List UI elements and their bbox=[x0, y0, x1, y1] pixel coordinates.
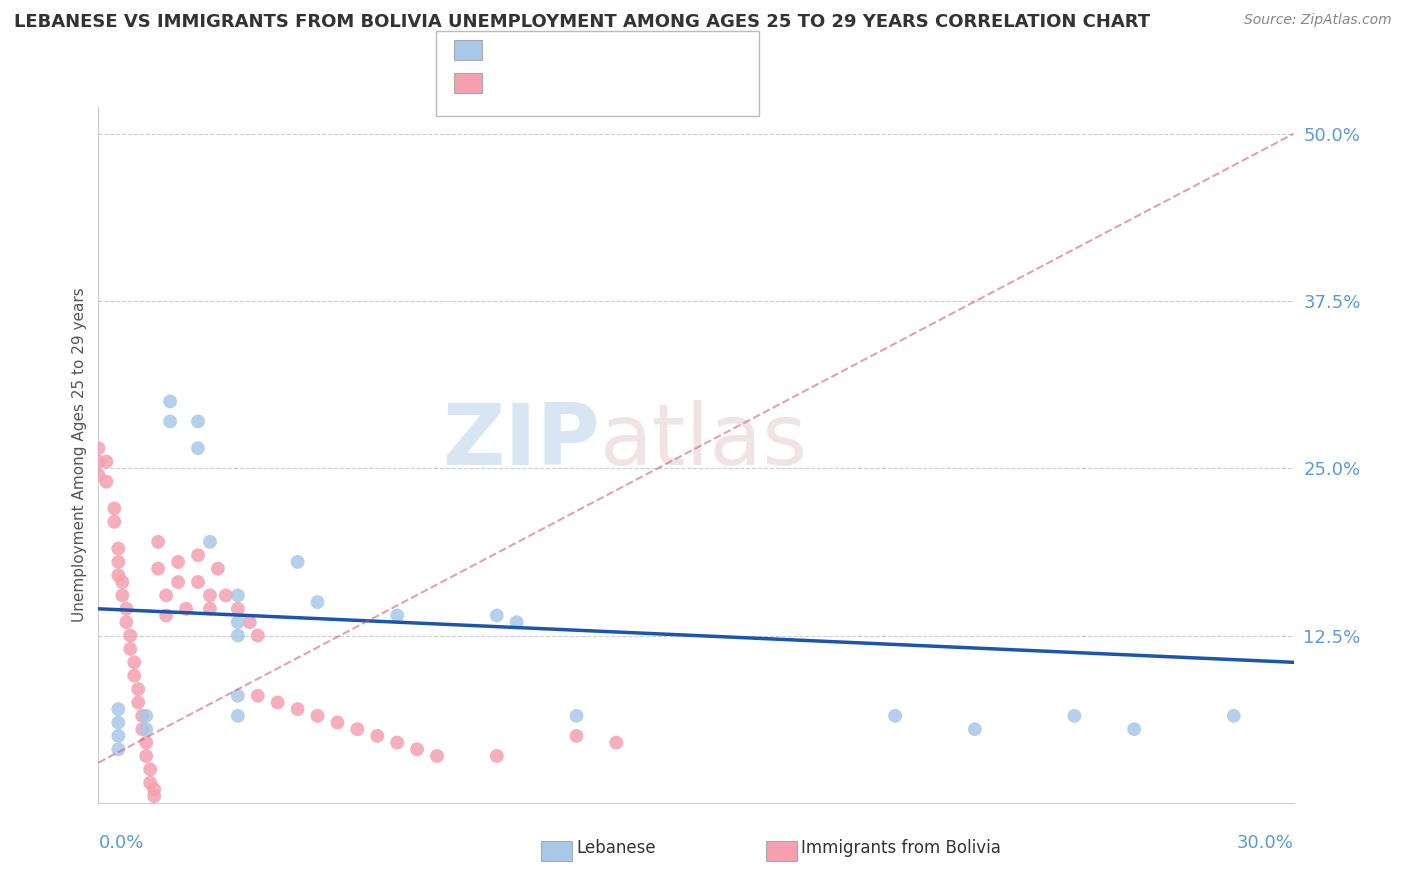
Point bbox=[346, 723, 368, 737]
Point bbox=[307, 708, 329, 723]
Point bbox=[215, 589, 238, 603]
Point bbox=[326, 715, 349, 730]
Point bbox=[226, 589, 249, 603]
Text: R = -0.096: R = -0.096 bbox=[489, 39, 589, 57]
Point bbox=[96, 475, 118, 489]
Point bbox=[1063, 708, 1085, 723]
Point bbox=[87, 442, 110, 456]
Point bbox=[107, 715, 129, 730]
Point bbox=[148, 535, 170, 549]
Point bbox=[115, 615, 138, 630]
Point bbox=[96, 455, 118, 469]
Point bbox=[107, 555, 129, 569]
Point bbox=[115, 602, 138, 616]
Point bbox=[107, 702, 129, 716]
Point bbox=[198, 589, 221, 603]
Point bbox=[107, 541, 129, 556]
Point bbox=[385, 608, 409, 623]
Point bbox=[111, 589, 134, 603]
Text: N = 73: N = 73 bbox=[619, 72, 679, 90]
Text: LEBANESE VS IMMIGRANTS FROM BOLIVIA UNEMPLOYMENT AMONG AGES 25 TO 29 YEARS CORRE: LEBANESE VS IMMIGRANTS FROM BOLIVIA UNEM… bbox=[14, 13, 1150, 31]
Point bbox=[198, 602, 221, 616]
Text: Lebanese: Lebanese bbox=[576, 839, 657, 857]
Point bbox=[120, 642, 142, 657]
Text: Source: ZipAtlas.com: Source: ZipAtlas.com bbox=[1244, 13, 1392, 28]
Point bbox=[139, 775, 162, 790]
Point bbox=[87, 468, 110, 483]
Text: atlas: atlas bbox=[600, 400, 808, 483]
Point bbox=[485, 749, 508, 764]
Point bbox=[198, 535, 221, 549]
Point bbox=[159, 415, 181, 429]
Point bbox=[226, 689, 249, 703]
Point bbox=[148, 562, 170, 576]
Point bbox=[159, 394, 181, 409]
Point bbox=[135, 723, 157, 737]
Point bbox=[287, 555, 309, 569]
Point bbox=[111, 575, 134, 590]
Point bbox=[884, 708, 907, 723]
Point bbox=[506, 615, 529, 630]
Point bbox=[135, 708, 157, 723]
Point bbox=[127, 696, 149, 710]
Point bbox=[226, 628, 249, 642]
Point bbox=[385, 735, 409, 749]
Point bbox=[406, 742, 429, 756]
Point bbox=[143, 789, 166, 803]
Point bbox=[131, 708, 153, 723]
Point bbox=[167, 555, 190, 569]
Point bbox=[963, 723, 986, 737]
Point bbox=[1123, 723, 1146, 737]
Point bbox=[143, 782, 166, 797]
Point bbox=[87, 455, 110, 469]
Point bbox=[426, 749, 449, 764]
Point bbox=[187, 415, 209, 429]
Point bbox=[246, 628, 269, 642]
Text: 30.0%: 30.0% bbox=[1237, 834, 1294, 852]
Text: Immigrants from Bolivia: Immigrants from Bolivia bbox=[801, 839, 1001, 857]
Point bbox=[287, 702, 309, 716]
Point bbox=[366, 729, 388, 743]
Point bbox=[139, 762, 162, 776]
Point bbox=[239, 615, 262, 630]
Point bbox=[155, 589, 177, 603]
Text: N = 23: N = 23 bbox=[619, 39, 679, 57]
Y-axis label: Unemployment Among Ages 25 to 29 years: Unemployment Among Ages 25 to 29 years bbox=[72, 287, 87, 623]
Point bbox=[127, 681, 149, 696]
Point bbox=[267, 696, 290, 710]
Point bbox=[187, 548, 209, 563]
Point bbox=[246, 689, 269, 703]
Point bbox=[226, 708, 249, 723]
Point bbox=[124, 669, 146, 683]
Point bbox=[207, 562, 229, 576]
Point bbox=[605, 735, 627, 749]
Point bbox=[107, 568, 129, 582]
Point bbox=[1222, 708, 1246, 723]
Point bbox=[155, 608, 177, 623]
Point bbox=[103, 515, 125, 529]
Point bbox=[226, 602, 249, 616]
Point bbox=[187, 442, 209, 456]
Text: ZIP: ZIP bbox=[443, 400, 600, 483]
Point bbox=[565, 729, 588, 743]
Point bbox=[107, 729, 129, 743]
Point bbox=[565, 708, 588, 723]
Text: R =  0.248: R = 0.248 bbox=[489, 72, 589, 90]
Point bbox=[103, 501, 125, 516]
Point bbox=[174, 602, 197, 616]
Point bbox=[135, 749, 157, 764]
Point bbox=[135, 735, 157, 749]
Point bbox=[131, 723, 153, 737]
Text: 0.0%: 0.0% bbox=[98, 834, 143, 852]
Point bbox=[120, 628, 142, 642]
Point bbox=[124, 655, 146, 669]
Point bbox=[307, 595, 329, 609]
Point bbox=[187, 575, 209, 590]
Point bbox=[485, 608, 508, 623]
Point bbox=[167, 575, 190, 590]
Point bbox=[107, 742, 129, 756]
Point bbox=[226, 615, 249, 630]
